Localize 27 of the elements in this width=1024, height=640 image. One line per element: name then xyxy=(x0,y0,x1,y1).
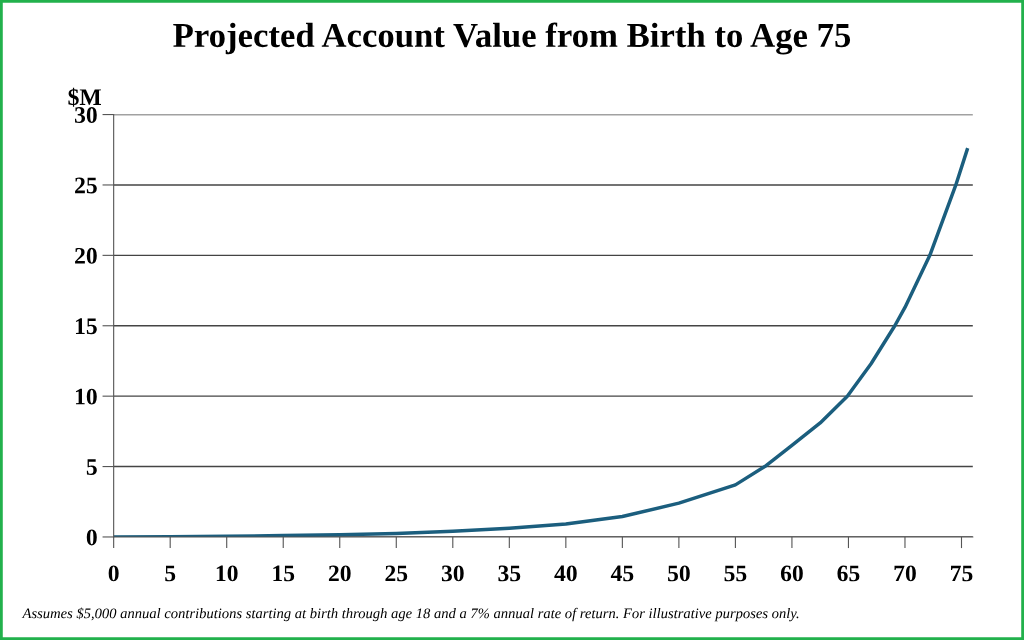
chart-title: Projected Account Value from Birth to Age 75 xyxy=(173,22,851,55)
y-tick-label: 0 xyxy=(86,529,97,546)
y-tick-label: 10 xyxy=(75,388,97,405)
y-tick-label: 5 xyxy=(86,459,97,475)
x-tick-label: 30 xyxy=(441,565,464,582)
x-tick-label: 55 xyxy=(724,565,747,582)
x-tick-label: 50 xyxy=(668,565,690,582)
y-tick-label: 20 xyxy=(75,247,97,264)
x-tick-label: 5 xyxy=(165,565,176,582)
y-tick-label: 30 xyxy=(74,107,97,123)
x-tick-label: 10 xyxy=(216,565,238,582)
x-tick-label: 75 xyxy=(951,565,973,582)
x-tick-label: 45 xyxy=(610,565,634,582)
x-tick-label: 20 xyxy=(328,565,351,582)
x-tick-label: 60 xyxy=(780,565,803,582)
y-axis-title: $M xyxy=(68,87,101,107)
y-tick-label: 25 xyxy=(75,177,97,194)
line-series xyxy=(113,148,969,537)
x-tick-label: 25 xyxy=(385,565,408,582)
x-tick-label: 15 xyxy=(273,565,295,582)
x-tick-label: 70 xyxy=(894,565,916,582)
x-tick-label: 0 xyxy=(108,565,119,582)
x-tick-label: 35 xyxy=(498,565,521,582)
y-tick-label: 15 xyxy=(75,318,97,335)
x-tick-label: 65 xyxy=(837,565,860,582)
x-tick-label: 40 xyxy=(554,565,577,582)
text: Assumes $5,000 annual contributions starting at birth through age 18 and a 7% annual rate of return. For illustrative purposes only. xyxy=(21,607,799,622)
